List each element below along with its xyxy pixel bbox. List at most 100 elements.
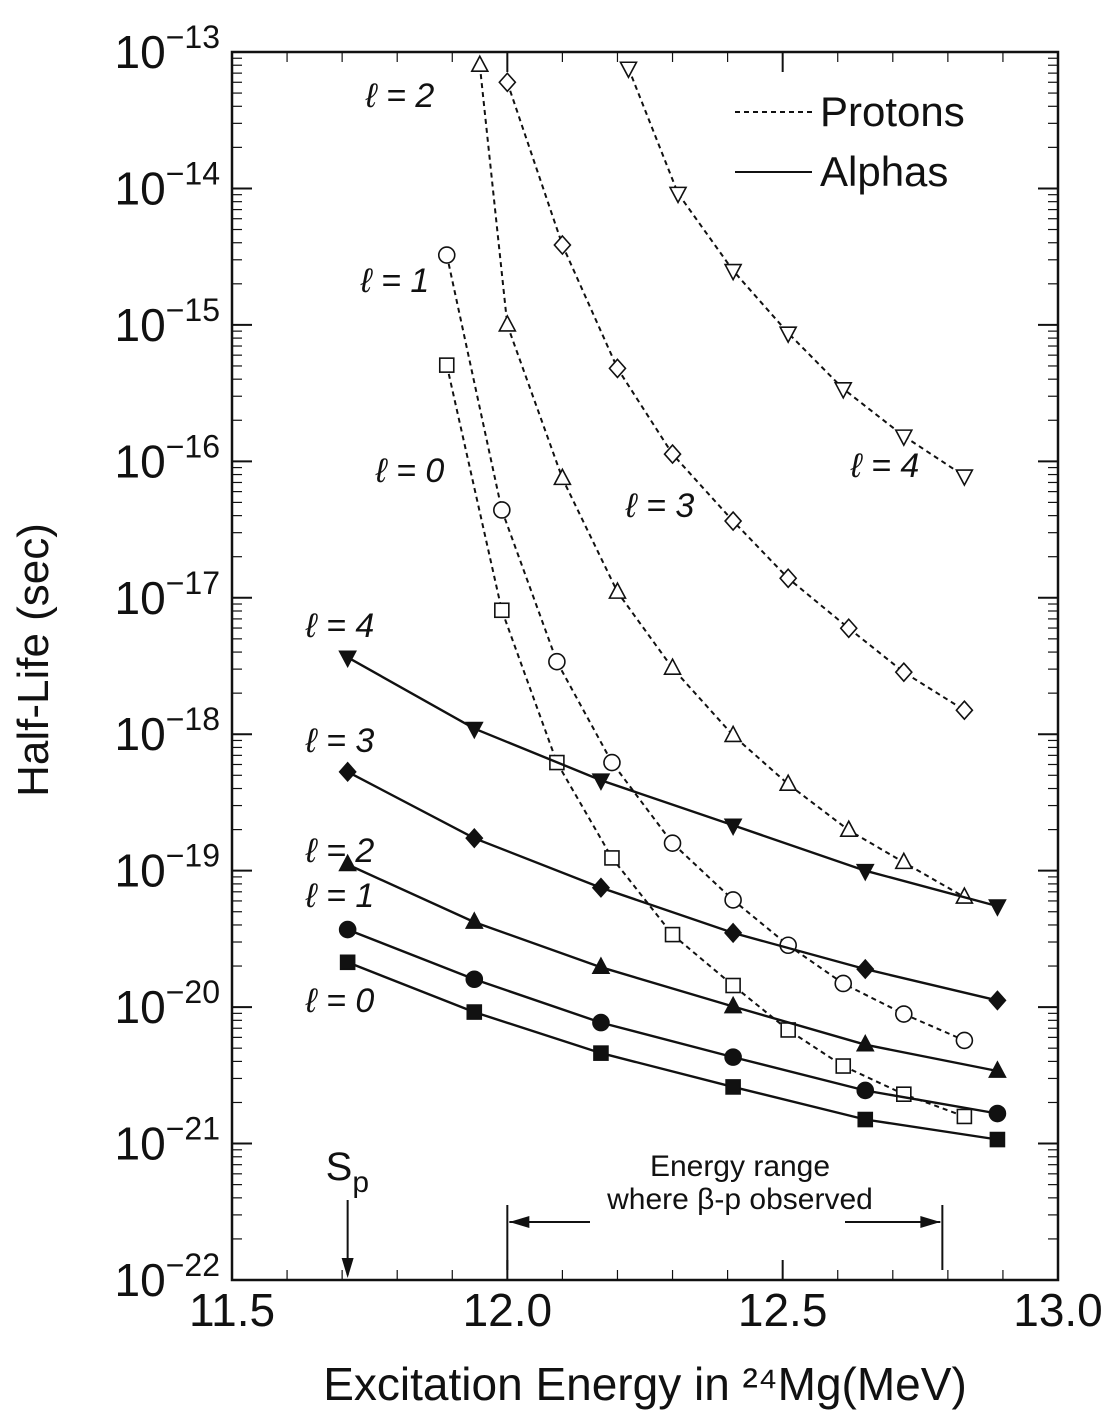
marker: [856, 1081, 875, 1100]
series-line: [347, 928, 998, 1115]
marker: [470, 54, 490, 73]
marker: [894, 851, 914, 870]
legend-label: Protons: [820, 88, 965, 135]
y-tick-label: 10−21: [115, 1111, 220, 1170]
marker: [779, 568, 798, 589]
marker: [493, 501, 511, 519]
x-tick-label: 13.0: [1013, 1284, 1103, 1336]
marker: [592, 1013, 610, 1032]
marker: [608, 581, 627, 599]
marker: [855, 1034, 875, 1052]
marker: [498, 72, 517, 93]
x-tick-label: 12.5: [738, 1284, 828, 1336]
marker: [725, 1079, 741, 1095]
series-line: [347, 863, 998, 1073]
marker: [593, 1045, 609, 1061]
marker: [856, 958, 875, 980]
marker: [466, 1004, 483, 1020]
series-label: ℓ = 3: [305, 722, 375, 760]
marker: [338, 920, 357, 939]
marker: [338, 650, 357, 669]
series-line: [445, 254, 965, 1042]
marker: [553, 234, 572, 256]
series-label: ℓ = 4: [850, 447, 920, 485]
marker: [464, 721, 484, 740]
y-tick-label: 10−13: [115, 19, 220, 78]
series-label: ℓ = 4: [305, 607, 375, 645]
series-line: [347, 656, 998, 908]
range-arrowhead: [509, 1216, 530, 1228]
marker: [778, 326, 798, 344]
marker: [548, 652, 566, 671]
marker: [553, 467, 572, 486]
marker: [438, 357, 455, 373]
y-tick-label: 10−22: [115, 1247, 220, 1306]
y-tick-label: 10−15: [115, 292, 220, 351]
marker: [833, 382, 853, 400]
marker: [724, 1048, 742, 1066]
marker: [955, 469, 974, 487]
series-label: ℓ = 0: [305, 982, 375, 1020]
marker: [895, 1005, 913, 1023]
x-axis-label: Excitation Energy in ²⁴Mg(MeV): [323, 1358, 967, 1410]
marker: [894, 429, 914, 447]
y-tick-label: 10−17: [115, 565, 220, 624]
marker: [778, 773, 798, 792]
x-tick-label: 11.5: [189, 1284, 275, 1336]
series-line: [347, 961, 998, 1141]
marker: [338, 853, 357, 872]
plot-area: [338, 54, 1007, 1148]
marker: [723, 724, 743, 743]
marker: [988, 1104, 1007, 1123]
series-label: ℓ = 0: [375, 452, 445, 490]
series-label: ℓ = 2: [305, 832, 375, 870]
marker: [465, 827, 484, 849]
marker: [839, 618, 858, 639]
marker: [494, 602, 510, 619]
y-tick-label: 10−19: [115, 838, 220, 897]
range-label: Energy range: [650, 1150, 830, 1183]
y-axis-label: Half-Life (sec): [9, 523, 58, 797]
marker: [591, 773, 611, 791]
marker: [604, 850, 620, 866]
marker: [668, 186, 688, 205]
marker: [955, 1031, 974, 1050]
y-tick-label: 10−20: [115, 974, 220, 1033]
marker: [723, 995, 743, 1014]
series-line: [478, 65, 965, 898]
marker: [608, 358, 627, 379]
legend-label: Alphas: [820, 148, 948, 195]
series-label: ℓ = 2: [365, 77, 435, 115]
y-tick-label: 10−14: [115, 155, 220, 214]
y-tick-label: 10−18: [115, 701, 220, 760]
marker: [988, 990, 1007, 1011]
marker: [663, 657, 682, 675]
marker: [437, 246, 456, 264]
marker: [723, 263, 743, 282]
marker: [591, 956, 611, 975]
marker: [603, 753, 621, 772]
series-line: [347, 770, 998, 1002]
plot-frame: [230, 50, 1060, 1282]
marker: [956, 1108, 973, 1125]
series-label: ℓ = 1: [360, 262, 430, 300]
series-label: ℓ = 3: [625, 487, 695, 525]
marker: [465, 970, 484, 989]
marker: [988, 1060, 1007, 1078]
marker: [723, 818, 743, 837]
marker: [591, 877, 611, 898]
marker: [664, 926, 681, 943]
marker: [894, 661, 913, 683]
series-line: [445, 364, 965, 1118]
marker: [663, 834, 682, 852]
marker: [988, 899, 1007, 917]
marker: [955, 699, 974, 721]
marker: [834, 974, 853, 993]
marker: [663, 443, 682, 465]
sp-label: Sp: [326, 1145, 369, 1199]
marker: [857, 1111, 874, 1128]
marker: [989, 1131, 1006, 1148]
marker: [724, 510, 743, 532]
marker: [724, 891, 742, 909]
